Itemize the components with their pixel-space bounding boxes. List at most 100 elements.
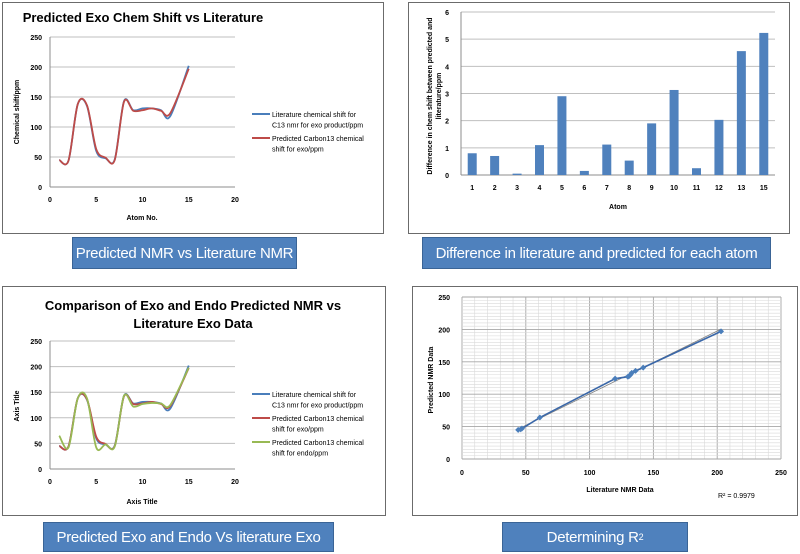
x-tick-label: 6 [582, 185, 586, 192]
legend-label: shift for exo/ppm [272, 427, 324, 434]
scatter-point [612, 375, 619, 382]
x-axis-label: Axis Title [127, 499, 158, 506]
bar-atom-8 [624, 160, 634, 175]
x-tick-label: 4 [538, 185, 542, 192]
chart-title-line1: Comparison of Exo and Endo Predicted NMR… [45, 298, 341, 313]
bar-atom-4 [535, 145, 544, 175]
x-tick-label: 20 [231, 197, 239, 204]
bar-atom-15 [759, 32, 769, 175]
x-tick-label: 13 [737, 185, 745, 192]
legend-label: Predicted Carbon13 chemical [272, 136, 364, 143]
y-tick-label: 3 [445, 92, 449, 99]
y-tick-label: 100 [438, 392, 450, 399]
x-axis-label: Literature NMR Data [586, 487, 653, 494]
y-tick-label: 1 [445, 146, 449, 153]
y-tick-label: 4 [445, 64, 449, 71]
x-tick-label: 20 [231, 479, 239, 486]
chart-frame-difference [408, 2, 790, 234]
x-tick-label: 15 [185, 479, 193, 486]
legend-label: shift for endo/ppm [272, 451, 328, 458]
bar-atom-2 [490, 155, 500, 175]
caption-exo-endo: Predicted Exo and Endo Vs literature Exo [43, 522, 334, 552]
scatter-point [628, 369, 635, 376]
x-tick-label: 3 [515, 185, 519, 192]
y-tick-label: 2 [445, 119, 449, 126]
series-line-3 [58, 367, 190, 452]
x-tick-label: 1 [470, 185, 474, 192]
scatter-point [536, 414, 543, 421]
x-axis-label: Atom [609, 204, 627, 211]
y-axis-label-line2: literature/ppm [436, 73, 443, 120]
x-tick-label: 2 [493, 185, 497, 192]
x-tick-label: 7 [605, 185, 609, 192]
x-tick-label: 10 [139, 197, 147, 204]
y-tick-label: 150 [30, 95, 42, 102]
y-tick-label: 6 [445, 10, 449, 17]
y-tick-label: 0 [38, 185, 42, 192]
bar-atom-13 [736, 51, 746, 176]
y-tick-label: 250 [438, 295, 450, 302]
chart-frame-exo-endo [2, 286, 386, 516]
caption-predicted-vs-literature: Predicted NMR vs Literature NMR [72, 237, 297, 269]
x-tick-label: 8 [627, 185, 631, 192]
bar-atom-5 [557, 96, 567, 175]
y-tick-label: 150 [30, 390, 42, 397]
trendline [517, 328, 722, 430]
bar-atom-10 [669, 89, 679, 175]
y-tick-label: 250 [30, 339, 42, 346]
x-tick-label: 9 [650, 185, 654, 192]
y-tick-label: 5 [445, 37, 449, 44]
bar-atom-6 [579, 170, 589, 175]
y-tick-label: 50 [34, 155, 42, 162]
y-tick-label: 200 [30, 65, 42, 72]
x-tick-label: 10 [139, 479, 147, 486]
x-tick-label: 100 [584, 470, 596, 477]
x-tick-label: 50 [522, 470, 530, 477]
chart-title: Predicted Exo Chem Shift vs Literature [23, 10, 264, 25]
scatter-point [640, 364, 647, 371]
y-tick-label: 50 [34, 441, 42, 448]
legend-label: shift for exo/ppm [272, 147, 324, 154]
r-squared-scatter-chart: 0 50 100 150 200 250 0 50 100 150 200 250 Literatur… [428, 295, 787, 500]
x-axis-label: Atom No. [126, 215, 157, 222]
x-tick-label: 0 [48, 479, 52, 486]
x-tick-label: 5 [94, 197, 98, 204]
x-tick-label: 150 [648, 470, 660, 477]
x-tick-label: 0 [460, 470, 464, 477]
x-tick-label: 10 [670, 185, 678, 192]
bar-atom-9 [647, 123, 657, 175]
bar-atom-7 [602, 144, 612, 175]
x-tick-label: 11 [693, 185, 701, 192]
chart-frame-exo [2, 2, 384, 234]
y-tick-label: 200 [438, 327, 450, 334]
legend-label: Predicted Carbon13 chemical [272, 416, 364, 423]
x-tick-label: 5 [94, 479, 98, 486]
x-tick-label: 200 [711, 470, 723, 477]
legend-label: C13 nmr for exo product/ppm [272, 123, 363, 130]
y-tick-label: 0 [446, 457, 450, 464]
bar-atom-11 [692, 168, 701, 175]
x-tick-label: 15 [760, 185, 768, 192]
x-tick-label: 12 [715, 185, 723, 192]
r-squared-annotation: R² = 0.9979 [718, 493, 755, 500]
legend-label: C13 nmr for exo product/ppm [272, 403, 363, 410]
bar-atom-1 [467, 153, 477, 175]
scatter-point [632, 367, 639, 374]
y-tick-label: 0 [38, 467, 42, 474]
y-axis-label-line1: Difference in chem shift between predict… [427, 17, 434, 174]
legend-label: Literature chemical shift for [272, 112, 357, 119]
caption-difference: Difference in literature and predicted f… [422, 237, 771, 269]
chart-title-line2: Literature Exo Data [133, 316, 253, 331]
x-tick-label: 0 [48, 197, 52, 204]
exo-endo-comparison-chart: Comparison of Exo and Endo Predicted NMR… [14, 298, 364, 506]
x-tick-label: 15 [185, 197, 193, 204]
x-tick-label: 250 [775, 470, 787, 477]
scatter-point [518, 425, 525, 432]
y-axis-label: Predicted NMR Data [428, 346, 435, 413]
exo-chem-shift-chart: Predicted Exo Chem Shift vs Literature 0… [14, 10, 364, 222]
caption-r2-superscript: 2 [638, 532, 644, 542]
legend-label: Predicted Carbon13 chemical [272, 440, 364, 447]
y-tick-label: 200 [30, 365, 42, 372]
y-axis-label: Axis Title [14, 390, 21, 421]
